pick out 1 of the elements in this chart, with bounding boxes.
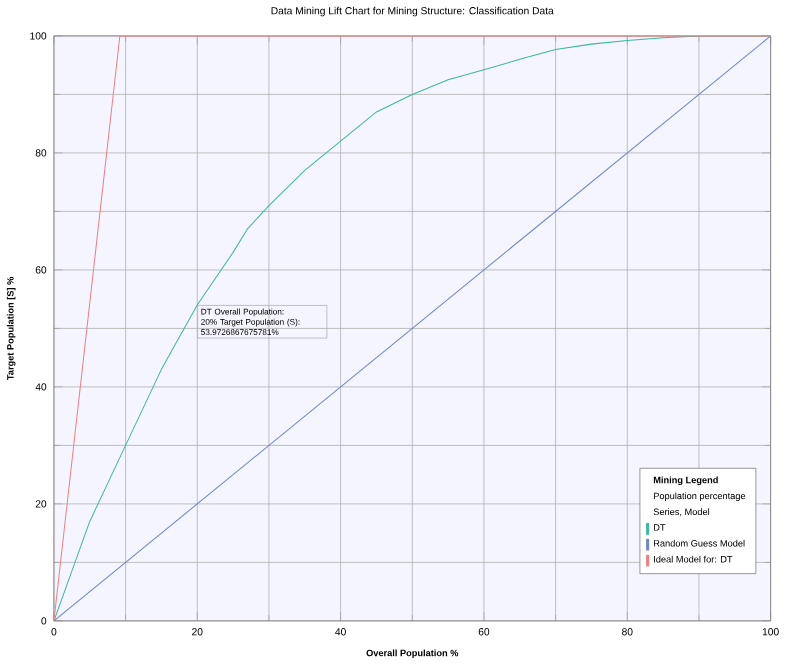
line-series (53, 35, 771, 621)
